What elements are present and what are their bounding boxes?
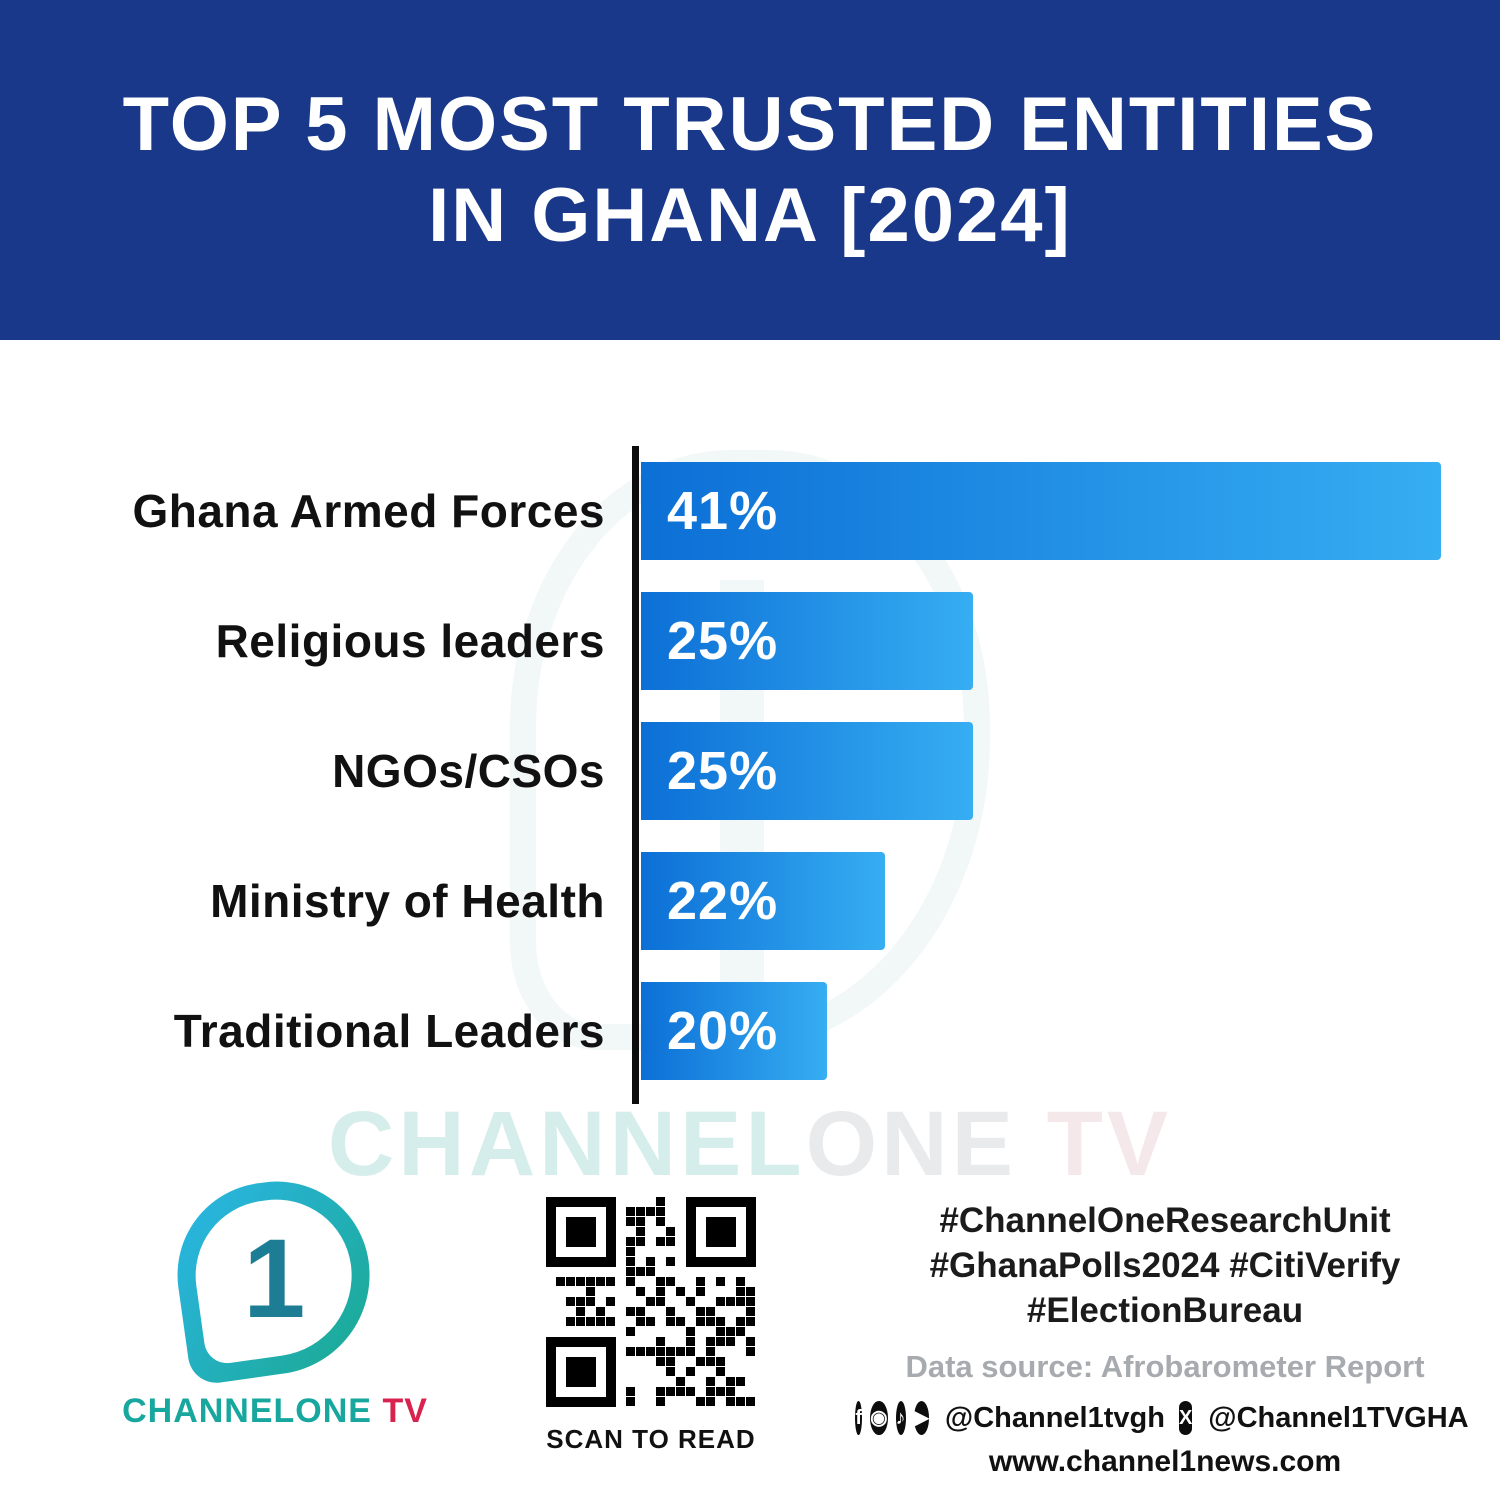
qr-caption: SCAN TO READ <box>546 1424 756 1454</box>
bar-label: NGOs/CSOs <box>332 745 605 797</box>
bar-value-label: 20% <box>667 1001 779 1061</box>
bar-label: Religious leaders <box>215 615 605 667</box>
bar-row: Ghana Armed Forces 41% <box>0 462 1500 560</box>
page-title-line2: IN GHANA [2024] <box>428 173 1072 258</box>
bar-value-label: 25% <box>667 741 779 801</box>
facebook-icon: f <box>855 1401 863 1435</box>
bar-row: Religious leaders 25% <box>0 592 1500 690</box>
bar-value-label: 22% <box>667 871 779 931</box>
bar: 41% <box>641 462 1441 560</box>
bar: 20% <box>641 982 827 1080</box>
logo-wordmark: CHANNELONE TV <box>110 1392 440 1431</box>
bar-label: Traditional Leaders <box>173 1005 605 1057</box>
hashtags-line2: #GhanaPolls2024 #CitiVerify <box>929 1246 1401 1285</box>
social-handle-1: @Channel1tvgh <box>944 1401 1165 1434</box>
watermark-part1: CHANNEL <box>327 1093 806 1195</box>
footer-right-block: #ChannelOneResearchUnit #GhanaPolls2024 … <box>855 1198 1470 1479</box>
bar-value-label: 25% <box>667 611 779 671</box>
bar-row: Traditional Leaders 20% <box>0 982 1500 1080</box>
bar: 22% <box>641 852 885 950</box>
bar-row: NGOs/CSOs 25% <box>0 722 1500 820</box>
watermark-part3: TV <box>1046 1093 1173 1195</box>
chart-axis-line <box>632 446 639 1104</box>
channel-one-logo-inner: 1 <box>185 1189 363 1367</box>
bar: 25% <box>641 722 973 820</box>
instagram-icon: ◉ <box>870 1401 888 1435</box>
logo-digit: 1 <box>242 1215 306 1341</box>
hashtags-line1: #ChannelOneResearchUnit <box>939 1201 1391 1240</box>
bar-row: Ministry of Health 22% <box>0 852 1500 950</box>
logo-wordmark-channelone: CHANNELONE <box>122 1392 372 1430</box>
social-handle-2: @Channel1TVGHA <box>1208 1401 1469 1434</box>
qr-code <box>545 1196 757 1408</box>
x-icon: X <box>1178 1401 1193 1435</box>
bar: 25% <box>641 592 973 690</box>
channel-watermark-text: CHANNELONE TV <box>0 1092 1500 1197</box>
bar-label: Ministry of Health <box>210 875 605 927</box>
channel-one-logo: 1 <box>165 1169 383 1387</box>
bar-label: Ghana Armed Forces <box>132 485 605 537</box>
logo-wordmark-tv: TV <box>372 1392 428 1430</box>
data-source-text: Data source: Afrobarometer Report <box>905 1349 1425 1384</box>
youtube-icon: ▶ <box>913 1401 929 1435</box>
tiktok-icon: ♪ <box>895 1401 906 1435</box>
social-row: f ◉ ♪ ▶ @Channel1tvgh X @Channel1TVGHA <box>855 1401 1470 1435</box>
bar-value-label: 41% <box>667 481 779 541</box>
page-title-line1: TOP 5 MOST TRUSTED ENTITIES <box>122 81 1378 167</box>
header-banner: TOP 5 MOST TRUSTED ENTITIES IN GHANA [20… <box>0 0 1500 340</box>
watermark-part2: ONE <box>805 1093 1047 1195</box>
hashtags-block: #ChannelOneResearchUnit #GhanaPolls2024 … <box>860 1198 1470 1333</box>
hashtags-line3: #ElectionBureau <box>1026 1291 1304 1330</box>
website-url: www.channel1news.com <box>988 1445 1342 1478</box>
